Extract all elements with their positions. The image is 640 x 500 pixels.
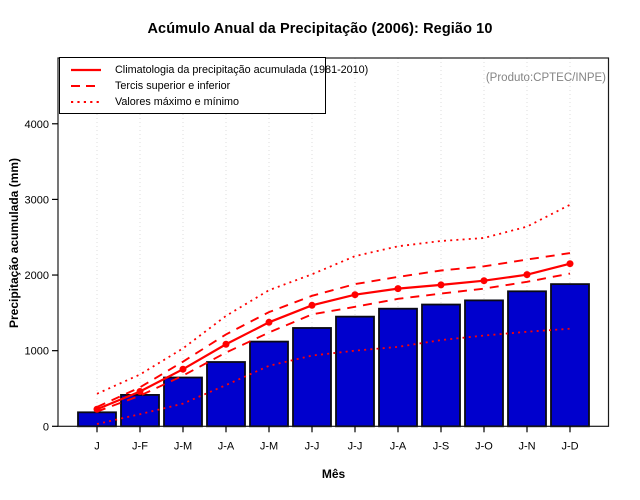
product-watermark: (Produto:CPTEC/INPE) xyxy=(485,72,606,84)
bar xyxy=(507,290,547,428)
chart-title: Acúmulo Anual da Precipitação (2006): Re… xyxy=(147,21,493,37)
bar xyxy=(292,327,332,428)
legend-item-terciles: Tercis superior e inferior xyxy=(60,78,325,93)
bar xyxy=(120,394,160,428)
data-point-climatology xyxy=(265,318,273,326)
bar xyxy=(421,303,461,428)
y-axis-title: Precipitação acumulada (mm) xyxy=(7,157,21,329)
bar xyxy=(378,307,418,428)
legend-item-climatology: Climatologia da precipitação acumulada (… xyxy=(60,62,368,77)
y-tick-label: 3000 xyxy=(25,194,49,206)
x-tick-label: J xyxy=(94,440,100,452)
data-point-climatology xyxy=(437,281,445,289)
x-tick-label: J-A xyxy=(390,440,407,452)
legend: Climatologia da precipitação acumulada (… xyxy=(59,57,368,114)
series-line-tercile-lower xyxy=(96,272,571,413)
bar xyxy=(249,340,289,428)
x-tick-label: J-N xyxy=(518,440,535,452)
legend-item-max-min: Valores máximo e mínimo xyxy=(60,94,325,109)
y-tick-label: 1000 xyxy=(25,346,49,358)
legend-label: Tercis superior e inferior xyxy=(115,79,231,92)
legend-label: Climatologia da precipitação acumulada (… xyxy=(115,63,369,76)
series-line-tercile-upper xyxy=(96,252,571,408)
y-tick-label: 4000 xyxy=(25,119,49,131)
data-point-climatology xyxy=(308,301,316,309)
dotted-line-icon xyxy=(71,100,101,103)
x-tick-label: J-M xyxy=(174,440,192,452)
bar xyxy=(163,376,203,428)
bar xyxy=(77,411,117,428)
x-tick-label: J-O xyxy=(475,440,493,452)
bar xyxy=(550,283,590,428)
x-tick-label: J-M xyxy=(260,440,278,452)
data-point-climatology xyxy=(93,405,101,413)
data-point-climatology xyxy=(566,260,574,268)
plot-box xyxy=(57,57,610,427)
solid-line-icon xyxy=(71,68,101,71)
y-tick-label: 0 xyxy=(43,421,49,433)
x-tick-label: J-F xyxy=(132,440,148,452)
x-tick-label: J-D xyxy=(561,440,578,452)
series-line-climatology xyxy=(96,262,571,411)
x-tick-label: J-J xyxy=(305,440,320,452)
bar xyxy=(464,299,504,428)
data-point-climatology xyxy=(351,291,359,299)
bar xyxy=(335,315,375,428)
y-tick-label: 2000 xyxy=(25,270,49,282)
data-point-climatology xyxy=(136,388,144,396)
x-tick-label: J-S xyxy=(433,440,450,452)
data-point-climatology xyxy=(222,340,230,348)
x-axis-title: Mês xyxy=(321,467,346,481)
bar xyxy=(206,361,246,428)
x-tick-label: J-J xyxy=(348,440,363,452)
data-point-climatology xyxy=(480,277,488,285)
data-point-climatology xyxy=(394,285,402,293)
dashed-line-icon xyxy=(71,84,101,87)
x-tick-label: J-A xyxy=(218,440,235,452)
data-point-climatology xyxy=(523,271,531,279)
data-point-climatology xyxy=(179,365,187,373)
series-line-minimum xyxy=(96,327,571,425)
legend-label: Valores máximo e mínimo xyxy=(115,95,240,108)
